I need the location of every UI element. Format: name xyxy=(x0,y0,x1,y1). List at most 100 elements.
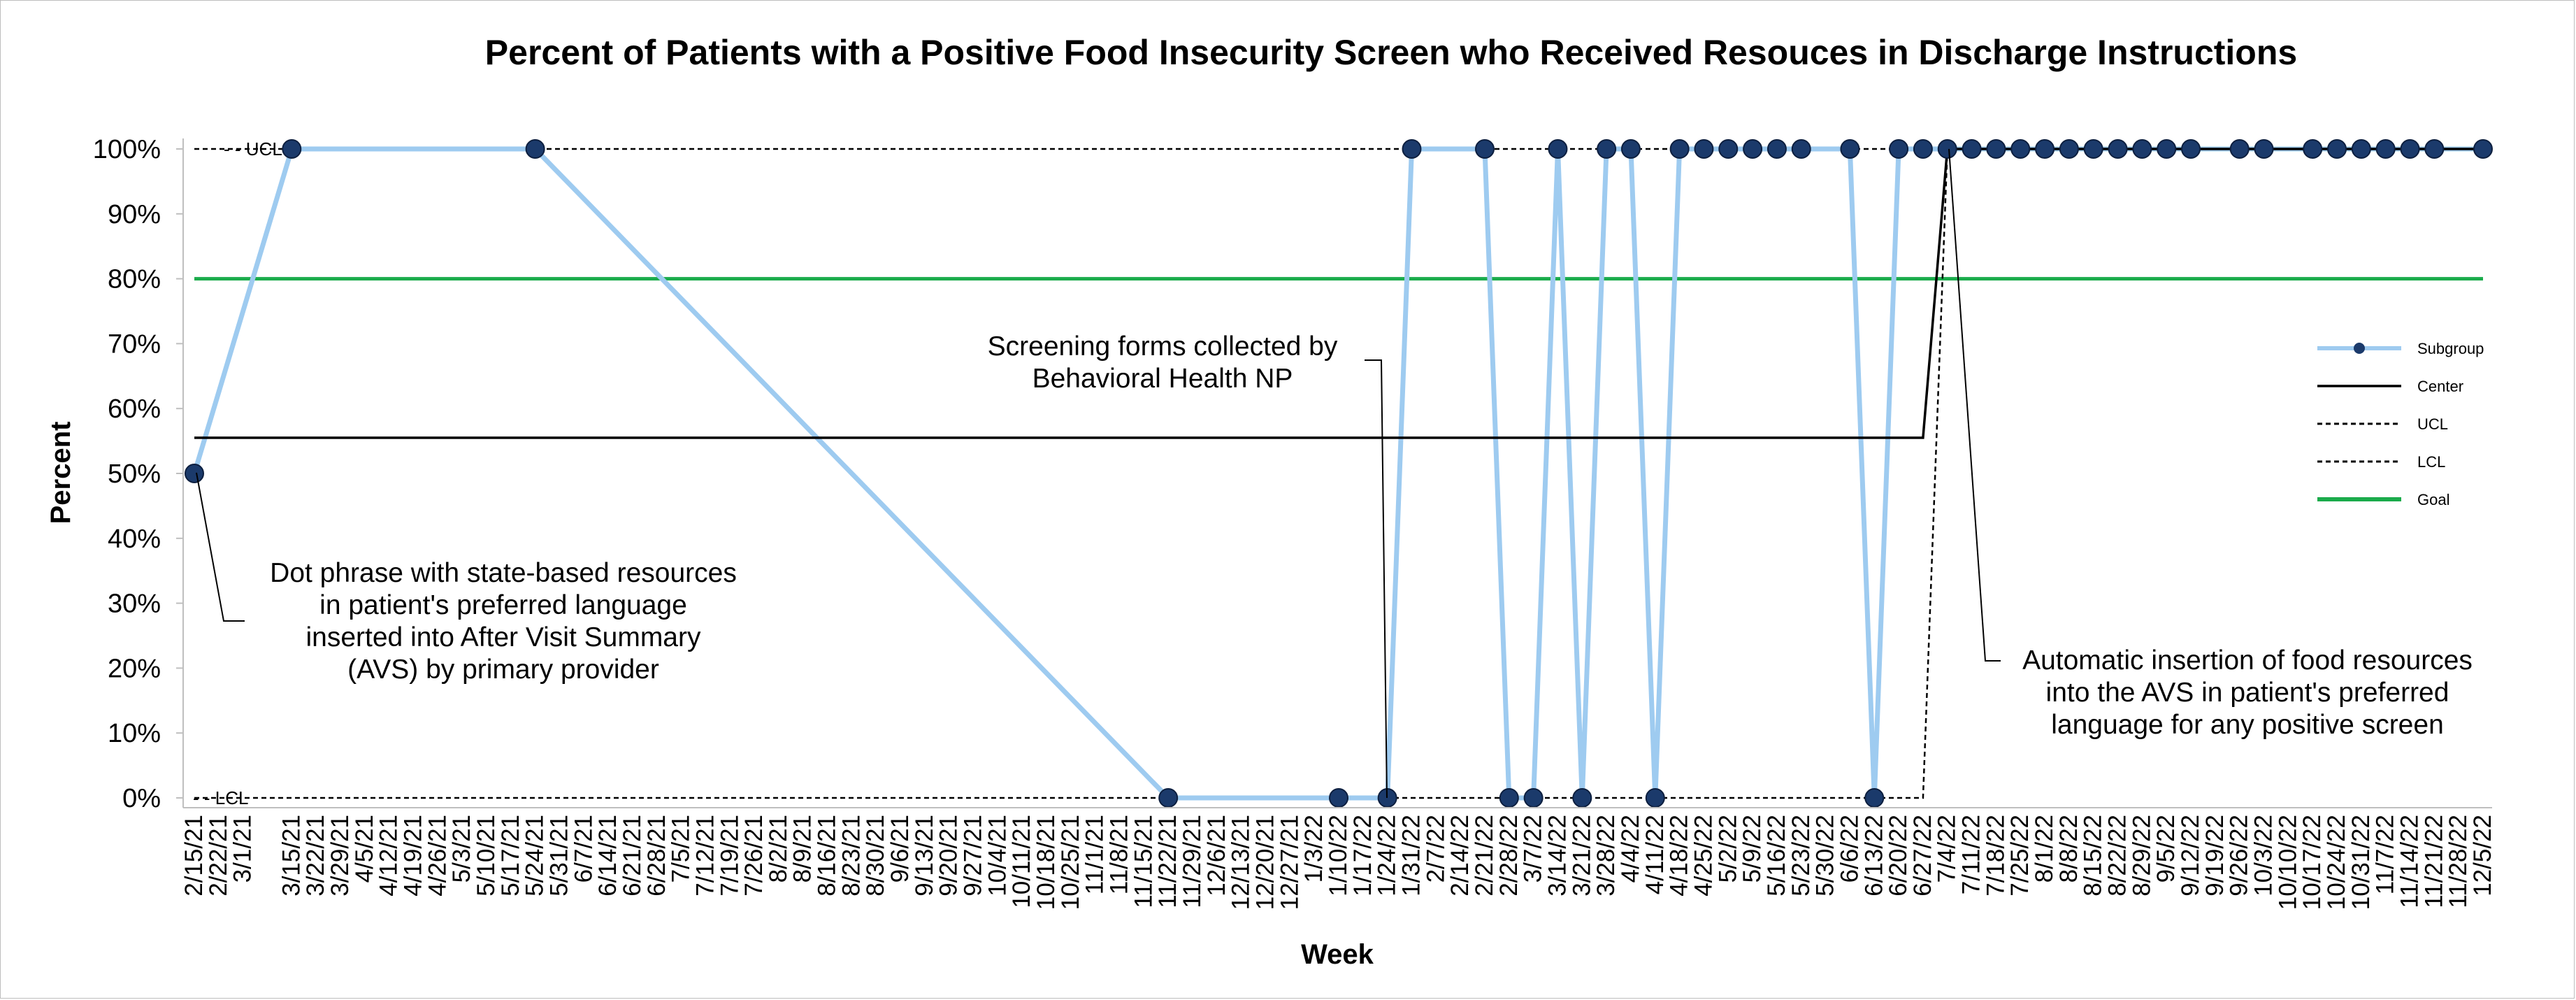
y-tick-label: 20% xyxy=(108,654,161,683)
annotation-3: Automatic insertion of food resources int… xyxy=(2022,645,2473,740)
x-tick-label: 1/3/22 xyxy=(1300,815,1327,883)
x-tick-label: 9/20/21 xyxy=(935,815,963,897)
data-point xyxy=(1548,139,1568,159)
legend-label: Subgroup xyxy=(2417,340,2484,357)
annotation-line: inserted into After Visit Summary xyxy=(305,622,701,652)
x-tick-label: 10/17/22 xyxy=(2298,815,2326,910)
x-tick-label: 11/21/22 xyxy=(2420,815,2447,908)
data-point xyxy=(1523,788,1544,808)
ucl-label: - - UCL xyxy=(224,138,282,159)
data-point xyxy=(2157,139,2177,159)
x-tick-label: 12/20/21 xyxy=(1252,815,1279,910)
data-point xyxy=(2083,139,2103,159)
data-point xyxy=(1402,139,1422,159)
x-tick-label: 9/6/21 xyxy=(886,815,914,883)
y-tick-label: 100% xyxy=(93,135,161,164)
data-point xyxy=(1329,788,1348,808)
x-tick-label: 11/29/21 xyxy=(1179,815,1206,908)
x-tick-label: 5/3/21 xyxy=(448,815,475,883)
data-point xyxy=(2424,139,2445,159)
y-tick-label: 90% xyxy=(108,200,161,229)
x-tick-label: 4/5/21 xyxy=(351,815,378,883)
data-point xyxy=(1620,139,1641,159)
legend-item: UCL xyxy=(2317,415,2448,433)
x-tick-label: 4/11/22 xyxy=(1641,815,1669,894)
legend-item: LCL xyxy=(2317,453,2445,471)
data-point xyxy=(525,139,545,159)
legend-item: Center xyxy=(2317,378,2463,395)
x-tick-label: 11/22/21 xyxy=(1154,815,1181,908)
x-tick-label: 8/8/22 xyxy=(2055,815,2082,883)
data-point xyxy=(1766,139,1787,159)
data-point xyxy=(1864,788,1885,808)
x-tick-label: 3/7/22 xyxy=(1520,815,1547,883)
x-tick-label: 3/1/21 xyxy=(229,815,257,883)
x-tick-label: 4/18/22 xyxy=(1666,815,1693,897)
y-tick-label: 40% xyxy=(108,524,161,554)
x-tick-label: 4/4/22 xyxy=(1617,815,1644,883)
annotation-line: in patient's preferred language xyxy=(319,590,687,620)
y-tick-label: 10% xyxy=(108,719,161,748)
data-point xyxy=(2108,139,2128,159)
x-tick-label: 11/15/21 xyxy=(1130,815,1157,908)
annotation-leader xyxy=(1365,359,1388,799)
x-tick-label: 10/31/22 xyxy=(2347,815,2375,910)
x-tick-label: 7/18/22 xyxy=(1982,815,2009,897)
y-tick-label: 70% xyxy=(108,329,161,359)
data-point xyxy=(1158,788,1179,808)
annotation-leader xyxy=(1948,148,2001,662)
data-point xyxy=(1474,139,1495,159)
data-point xyxy=(1499,788,1519,808)
x-tick-label: 8/23/21 xyxy=(837,815,865,897)
data-point xyxy=(2059,139,2079,159)
data-point xyxy=(1889,139,1909,159)
x-tick-label: 9/27/21 xyxy=(960,815,987,897)
x-tick-label: 9/13/21 xyxy=(911,815,938,897)
data-point xyxy=(2254,139,2274,159)
x-tick-label: 8/2/21 xyxy=(765,815,792,883)
data-point xyxy=(282,139,302,159)
x-tick-label: 4/19/21 xyxy=(399,815,426,897)
x-tick-label: 10/24/22 xyxy=(2323,815,2350,910)
data-point xyxy=(2132,139,2152,159)
annotation-line: Dot phrase with state-based resources xyxy=(270,558,737,588)
x-tick-label: 11/28/22 xyxy=(2445,815,2472,908)
x-tick-label: 5/24/21 xyxy=(521,815,549,897)
data-point xyxy=(2375,139,2396,159)
x-tick-label: 10/25/21 xyxy=(1057,815,1084,910)
x-tick-label: 8/9/21 xyxy=(789,815,816,883)
legend-item: Goal xyxy=(2317,491,2449,508)
x-tick-label: 12/13/21 xyxy=(1228,815,1255,910)
x-tick-label: 10/18/21 xyxy=(1032,815,1060,910)
x-tick-label: 9/19/22 xyxy=(2201,815,2229,897)
x-tick-label: 2/14/22 xyxy=(1446,815,1474,897)
x-tick-label: 7/4/22 xyxy=(1934,815,1961,883)
x-tick-label: 6/28/21 xyxy=(643,815,670,897)
legend-item: Subgroup xyxy=(2317,340,2484,357)
x-tick-label: 7/5/21 xyxy=(668,815,695,883)
data-point xyxy=(1913,139,1933,159)
x-tick-label: 8/30/21 xyxy=(862,815,889,897)
x-tick-label: 5/30/22 xyxy=(1812,815,1839,897)
x-tick-label: 12/6/21 xyxy=(1203,815,1230,897)
annotation-1: Dot phrase with state-based resources in … xyxy=(270,558,737,685)
x-tick-label: 5/9/22 xyxy=(1739,815,1766,883)
annotation-line: (AVS) by primary provider xyxy=(347,655,659,685)
data-point xyxy=(2473,139,2493,159)
x-tick-label: 3/22/21 xyxy=(302,815,329,897)
legend: Subgroup Center UCL LCL Goal xyxy=(2317,340,2484,508)
annotation-line: Behavioral Health NP xyxy=(1032,364,1293,394)
legend-label: Goal xyxy=(2417,491,2449,508)
x-tick-label: 2/21/22 xyxy=(1471,815,1498,897)
x-tick-label: 12/5/22 xyxy=(2469,815,2496,897)
x-tick-label: 10/11/21 xyxy=(1008,815,1035,908)
x-tick-label: 5/31/21 xyxy=(545,815,573,897)
x-tick-label: 8/16/21 xyxy=(814,815,841,897)
legend-marker xyxy=(2354,343,2365,354)
data-point xyxy=(2400,139,2420,159)
data-point xyxy=(1986,139,2006,159)
x-tick-label: 11/7/22 xyxy=(2372,815,2399,894)
x-tick-label: 2/28/22 xyxy=(1495,815,1523,897)
legend-label: UCL xyxy=(2417,415,2448,433)
